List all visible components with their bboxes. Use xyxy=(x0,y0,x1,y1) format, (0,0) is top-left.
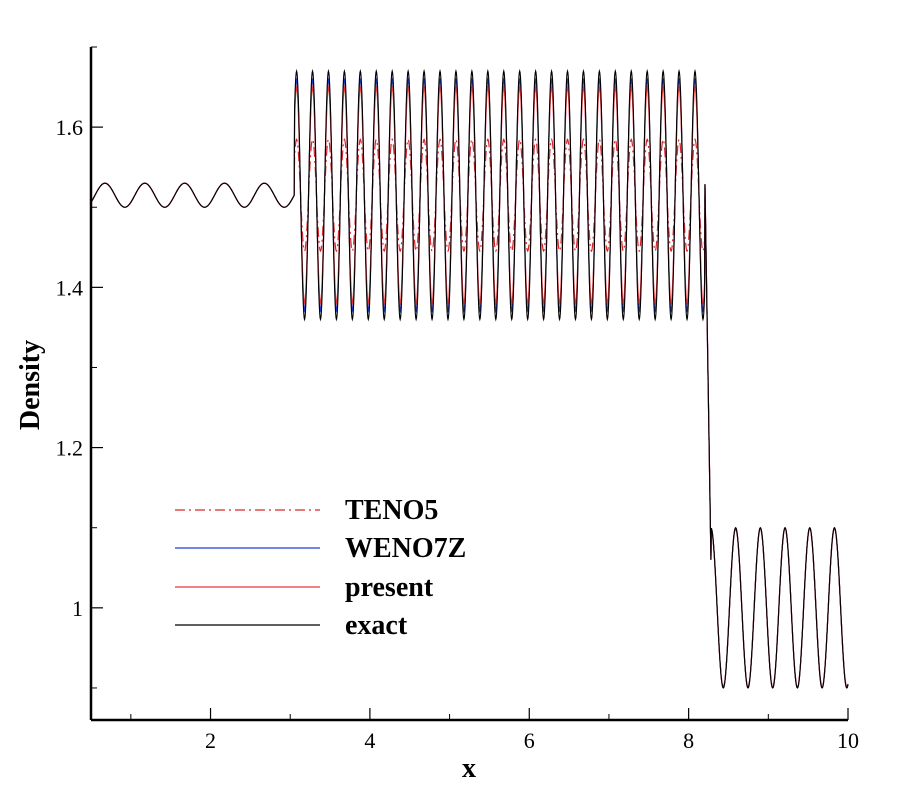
x-axis-title: x xyxy=(462,753,476,784)
series-layer xyxy=(90,68,849,689)
x-tick-label: 8 xyxy=(683,728,694,753)
legend-label-teno5: TENO5 xyxy=(345,495,438,526)
legend-label-exact: exact xyxy=(345,610,408,641)
x-tick-label: 2 xyxy=(205,728,216,753)
series-line-present xyxy=(90,85,849,689)
legend-label-present: present xyxy=(345,572,434,603)
y-tick-label: 1.4 xyxy=(56,275,84,300)
ticks-layer: 2 4 6 8 10 1 1.2 1.4 1.6 xyxy=(56,46,859,753)
x-tick-label: 6 xyxy=(524,728,535,753)
legend: TENO5 WENO7Z present exact xyxy=(175,495,466,641)
series-line-exact xyxy=(90,68,849,689)
series-line-teno5 xyxy=(90,138,849,688)
x-tick-label: 4 xyxy=(364,728,375,753)
y-tick-label: 1.6 xyxy=(56,115,84,140)
legend-label-weno7z: WENO7Z xyxy=(345,533,466,564)
y-tick-label: 1.2 xyxy=(56,436,84,461)
y-tick-label: 1 xyxy=(72,596,83,621)
y-axis-title: Density xyxy=(15,340,46,430)
x-tick-label: 10 xyxy=(837,728,859,753)
